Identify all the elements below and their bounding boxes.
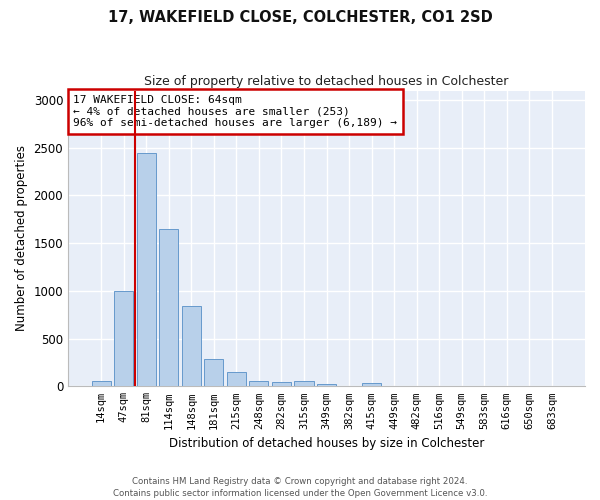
X-axis label: Distribution of detached houses by size in Colchester: Distribution of detached houses by size … — [169, 437, 484, 450]
Bar — [137, 152, 156, 386]
Bar — [227, 372, 246, 386]
Title: Size of property relative to detached houses in Colchester: Size of property relative to detached ho… — [145, 75, 509, 88]
Bar — [204, 358, 223, 386]
Bar — [317, 384, 336, 386]
Y-axis label: Number of detached properties: Number of detached properties — [15, 146, 28, 332]
Text: Contains HM Land Registry data © Crown copyright and database right 2024.
Contai: Contains HM Land Registry data © Crown c… — [113, 476, 487, 498]
Text: 17 WAKEFIELD CLOSE: 64sqm
← 4% of detached houses are smaller (253)
96% of semi-: 17 WAKEFIELD CLOSE: 64sqm ← 4% of detach… — [73, 95, 397, 128]
Bar — [250, 381, 268, 386]
Bar — [92, 380, 110, 386]
Text: 17, WAKEFIELD CLOSE, COLCHESTER, CO1 2SD: 17, WAKEFIELD CLOSE, COLCHESTER, CO1 2SD — [107, 10, 493, 25]
Bar — [114, 291, 133, 386]
Bar — [295, 381, 314, 386]
Bar — [362, 384, 381, 386]
Bar — [159, 229, 178, 386]
Bar — [272, 382, 291, 386]
Bar — [182, 306, 201, 386]
